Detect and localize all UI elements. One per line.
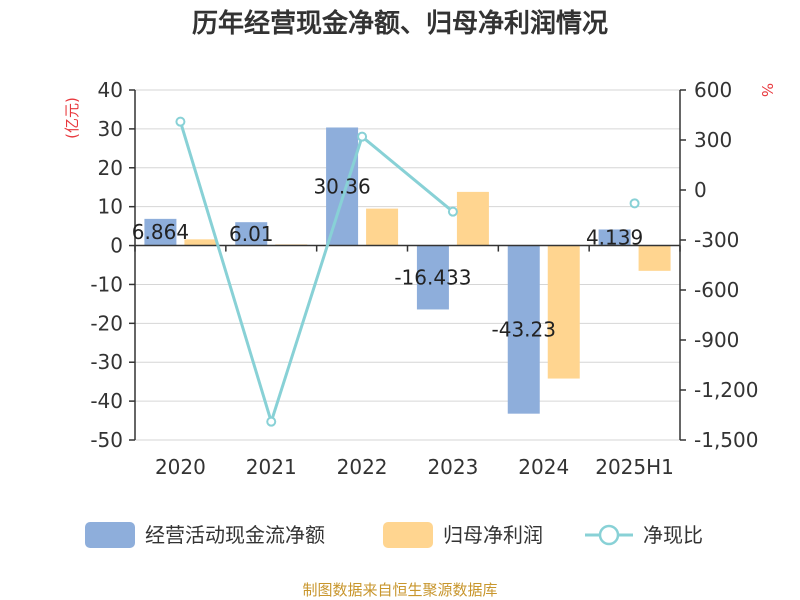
legend: 经营活动现金流净额 归母净利润 净现比 — [85, 522, 703, 548]
source-note: 制图数据来自恒生聚源数据库 — [302, 581, 497, 599]
bar-operating-cashflow — [507, 245, 540, 414]
ratio-point — [266, 416, 277, 427]
bar-operating-cashflow — [598, 229, 631, 246]
data-label: 6.864 — [132, 220, 189, 244]
right-tick-label: -900 — [694, 328, 739, 352]
left-tick-label: 30 — [98, 117, 123, 141]
left-tick-label: 40 — [98, 78, 123, 102]
x-tick-label: 2023 — [427, 455, 478, 479]
ratio-line-path — [178, 121, 454, 427]
right-tick-label: 0 — [694, 178, 707, 202]
data-label: -16.433 — [394, 266, 471, 290]
data-label: 6.01 — [229, 222, 274, 246]
bar-operating-cashflow — [416, 245, 449, 310]
left-tick-label: 20 — [98, 156, 123, 180]
legend-swatch-marker — [598, 524, 620, 546]
chart-title: 历年经营现金净额、归母净利润情况 — [192, 8, 608, 39]
ratio-line — [175, 116, 640, 427]
legend-swatch-net-profit — [383, 522, 433, 548]
ratio-point — [175, 116, 186, 127]
right-axis-unit: % — [758, 83, 776, 97]
bar-operating-cashflow — [144, 218, 177, 246]
x-tick-label: 2021 — [246, 455, 297, 479]
bar-operating-cashflow — [235, 222, 268, 246]
data-label: -43.23 — [492, 318, 556, 342]
right-tick-label: 600 — [694, 78, 732, 102]
data-label: 4.139 — [586, 226, 643, 250]
right-tick-label: -1,500 — [694, 428, 758, 452]
left-tick-label: -10 — [90, 272, 123, 296]
left-tick-label: -30 — [90, 350, 123, 374]
legend-swatch-operating-cashflow — [85, 522, 135, 548]
x-tick-label: 2020 — [155, 455, 206, 479]
legend-label-operating-cashflow: 经营活动现金流净额 — [145, 523, 325, 547]
bar-net-profit — [184, 239, 217, 246]
bar-net-profit — [456, 191, 489, 246]
bar-operating-cashflow — [326, 127, 359, 246]
bar-net-profit — [547, 245, 580, 379]
left-axis-unit: (亿元) — [63, 97, 81, 139]
ratio-point — [447, 206, 458, 217]
right-tick-label: -300 — [694, 228, 739, 252]
x-tick-label: 2024 — [518, 455, 569, 479]
legend-label-net-profit: 归母净利润 — [443, 523, 543, 547]
right-tick-label: 300 — [694, 128, 732, 152]
legend-label-ratio: 净现比 — [643, 523, 703, 547]
axes: 40 30 20 10 0 -10 -20 -30 -40 -50 600 300 0 -300 -600 -… — [90, 78, 758, 479]
left-tick-label: -40 — [90, 389, 123, 413]
data-labels: 6.864 6.01 30.36 -16.433 -43.23 4.139 — [132, 175, 643, 342]
ratio-point — [357, 131, 368, 142]
x-tick-label: 2025H1 — [595, 455, 674, 479]
bar-net-profit — [366, 208, 399, 246]
left-tick-label: 10 — [98, 195, 123, 219]
x-tick-label: 2022 — [337, 455, 388, 479]
data-label: 30.36 — [313, 175, 370, 199]
ratio-point — [629, 198, 640, 209]
left-tick-label: -50 — [90, 428, 123, 452]
right-tick-label: -600 — [694, 278, 739, 302]
left-tick-label: 0 — [110, 234, 123, 258]
bar-marks — [144, 127, 671, 414]
bar-net-profit — [638, 245, 671, 271]
right-tick-label: -1,200 — [694, 378, 758, 402]
left-tick-label: -20 — [90, 311, 123, 335]
